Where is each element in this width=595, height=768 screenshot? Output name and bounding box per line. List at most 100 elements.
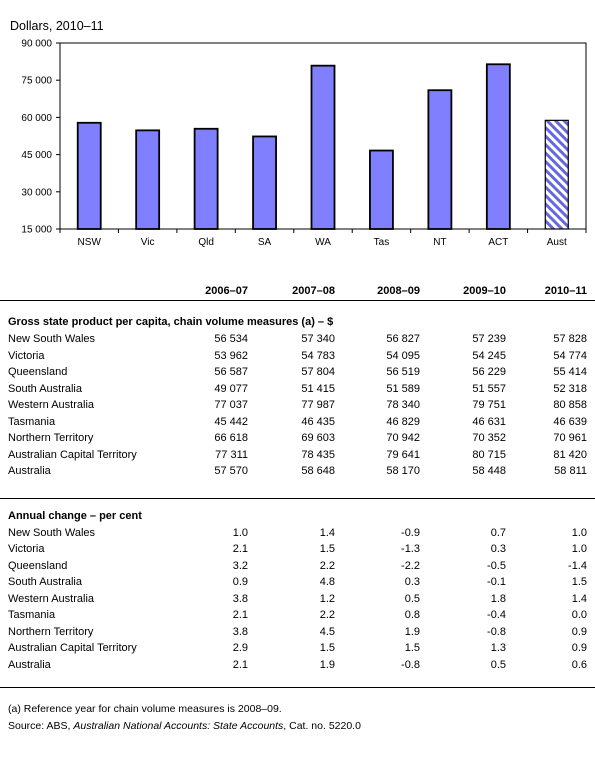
- table-row: New South Wales 56 534 57 340 56 827 57 239 5…: [0, 331, 595, 348]
- table-row: Tasmania 2.1 2.2 0.8 -0.4 0.0: [0, 607, 595, 624]
- row-value: 52 318: [553, 382, 587, 395]
- row-pad: [587, 348, 595, 365]
- row-value: 46 829: [386, 415, 420, 428]
- row-label: Northern Territory: [8, 625, 94, 638]
- plot-frame: [59, 42, 587, 230]
- row-value: 1.2: [319, 592, 335, 605]
- row-pad: [587, 591, 595, 608]
- row-value: 2.1: [232, 543, 248, 555]
- row-value: 80 715: [472, 448, 506, 461]
- rule-cell: [0, 497, 595, 507]
- row-label: Northern Territory: [8, 432, 94, 444]
- table-row: Australia 57 570 58 648 58 170 58 448 58 811: [0, 463, 595, 480]
- y-tick-label: 45 000: [21, 150, 52, 161]
- row-value: 2.9: [232, 642, 248, 654]
- row-label: Australia: [8, 465, 51, 477]
- row-value: 45 442: [214, 415, 248, 428]
- year-header: 2009–10: [463, 285, 506, 297]
- row-pad: [587, 525, 595, 542]
- row-value: 77 037: [214, 399, 248, 411]
- table-row: Northern Territory 3.8 4.5 1.9 -0.8 0.9: [0, 624, 595, 641]
- bar-wa: [310, 64, 336, 230]
- table-row: Australian Capital Territory 2.9 1.5 1.5 1.3…: [0, 640, 595, 657]
- row-label: New South Wales: [8, 333, 96, 345]
- row-value: 0.0: [571, 609, 587, 621]
- row-value: 56 587: [214, 366, 248, 378]
- row-value: 77 987: [301, 399, 335, 411]
- row-value: 46 639: [553, 415, 587, 428]
- row-value: 70 942: [386, 432, 420, 444]
- section-rule: [0, 497, 595, 507]
- table-rule: [0, 300, 595, 313]
- row-pad: [587, 381, 595, 398]
- row-label: Australian Capital Territory: [8, 448, 137, 461]
- row-label: South Australia: [8, 576, 82, 588]
- table-row: Queensland 3.2 2.2 -2.2 -0.5 -1.4: [0, 558, 595, 575]
- row-value: 1.5: [404, 642, 420, 654]
- x-tick-label: WA: [315, 237, 331, 248]
- row-label: Tasmania: [8, 609, 56, 621]
- row-value: 1.9: [319, 658, 335, 671]
- table-row: Northern Territory 66 618 69 603 70 942 70 3…: [0, 430, 595, 447]
- row-value: 57 340: [301, 333, 335, 345]
- table-row: Victoria 53 962 54 783 54 095 54 245 54 774: [0, 348, 595, 365]
- row-value: 78 340: [386, 399, 420, 411]
- row-value: 57 239: [472, 333, 506, 345]
- row-label: Queensland: [8, 366, 68, 378]
- row-value: 80 858: [553, 399, 587, 411]
- row-label: Western Australia: [8, 592, 95, 605]
- row-value: 3.8: [232, 592, 248, 605]
- y-tick-label: 15 000: [21, 225, 52, 236]
- x-tick-label: Vic: [141, 237, 155, 248]
- notes: (a) Reference year for chain volume meas…: [8, 701, 361, 734]
- source-title: Australian National Accounts: State Acco…: [73, 719, 284, 732]
- table-row: South Australia 0.9 4.8 0.3 -0.1 1.5: [0, 574, 595, 591]
- row-value: 0.8: [404, 609, 420, 621]
- row-value: 1.0: [571, 543, 587, 555]
- bar-chart: 15 000 30 000 45 000 60 000 75 000 90 000 NSW V…: [21, 39, 587, 248]
- row-value: 4.5: [319, 625, 335, 638]
- table-row: Queensland 56 587 57 804 56 519 56 229 55 414: [0, 364, 595, 381]
- bar-tas: [369, 149, 394, 230]
- row-value: 1.4: [571, 592, 587, 605]
- row-pad: [587, 414, 595, 431]
- row-value: 58 811: [554, 465, 587, 477]
- row-value: 0.5: [404, 592, 420, 605]
- table-row: South Australia 49 077 51 415 51 589 51 557 5…: [0, 381, 595, 398]
- row-value: 1.5: [319, 543, 335, 555]
- bar-aust: [544, 119, 569, 230]
- row-value: 54 095: [386, 349, 420, 362]
- row-value: 46 631: [472, 415, 506, 428]
- x-tick-label: Tas: [374, 237, 390, 248]
- table-row: Western Australia 77 037 77 987 78 340 79 75…: [0, 397, 595, 414]
- row-pad: [587, 657, 595, 674]
- row-value: 46 435: [301, 415, 335, 428]
- bar-nsw: [76, 121, 102, 230]
- row-value: 1.4: [319, 526, 335, 539]
- table-row: Western Australia 3.8 1.2 0.5 1.8 1.4: [0, 591, 595, 608]
- year-header: 2010–11: [544, 285, 587, 297]
- row-label: New South Wales: [8, 526, 96, 539]
- bar-sa: [252, 135, 277, 230]
- row-pad: [587, 574, 595, 591]
- row-value: 55 414: [553, 366, 587, 378]
- row-value: 1.8: [490, 592, 506, 605]
- year-header: 2006–07: [205, 285, 248, 297]
- row-pad: [587, 463, 595, 480]
- gap-cell: [0, 480, 595, 499]
- row-value: 0.9: [571, 642, 587, 654]
- row-value: 0.3: [404, 576, 420, 588]
- row-label: Western Australia: [8, 399, 95, 411]
- table-row: Australia 2.1 1.9 -0.8 0.5 0.6: [0, 657, 595, 674]
- row-value: 2.2: [319, 609, 335, 621]
- bar-qld: [193, 127, 219, 230]
- row-pad: [587, 331, 595, 348]
- rule-cell: [0, 300, 595, 313]
- footnote: (a) Reference year for chain volume meas…: [8, 703, 282, 715]
- row-value: 56 519: [386, 366, 420, 378]
- table-bottom-rule: [0, 673, 595, 688]
- row-label: Tasmania: [8, 415, 56, 428]
- row-value: 1.5: [319, 642, 335, 654]
- bar-vic: [135, 129, 161, 230]
- x-tick-label: NSW: [78, 237, 102, 248]
